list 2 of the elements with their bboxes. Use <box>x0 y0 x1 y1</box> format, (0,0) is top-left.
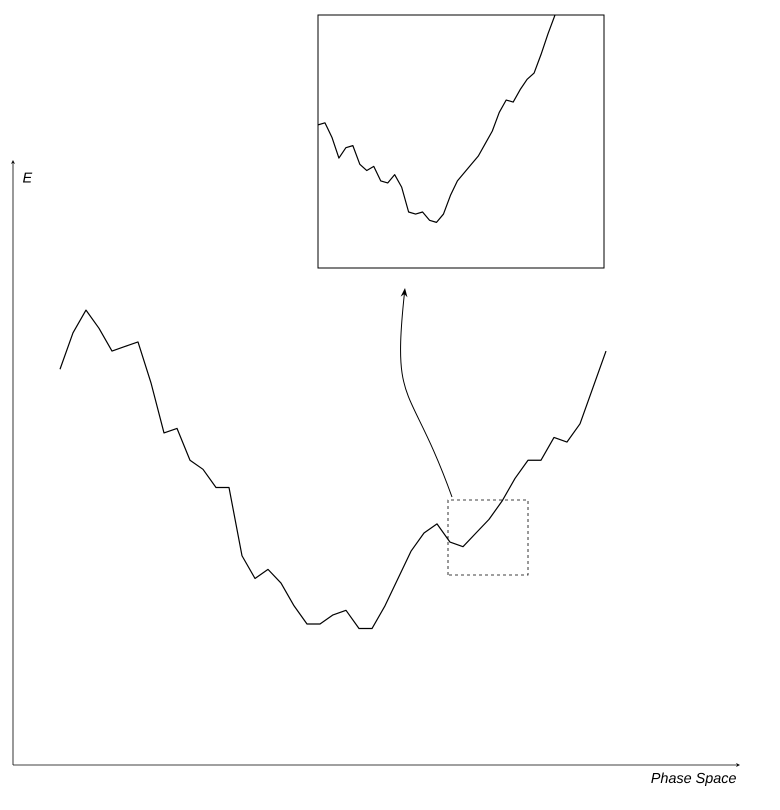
y-axis-title: E <box>22 172 32 183</box>
x-axis-title: Phase Space <box>651 772 736 786</box>
